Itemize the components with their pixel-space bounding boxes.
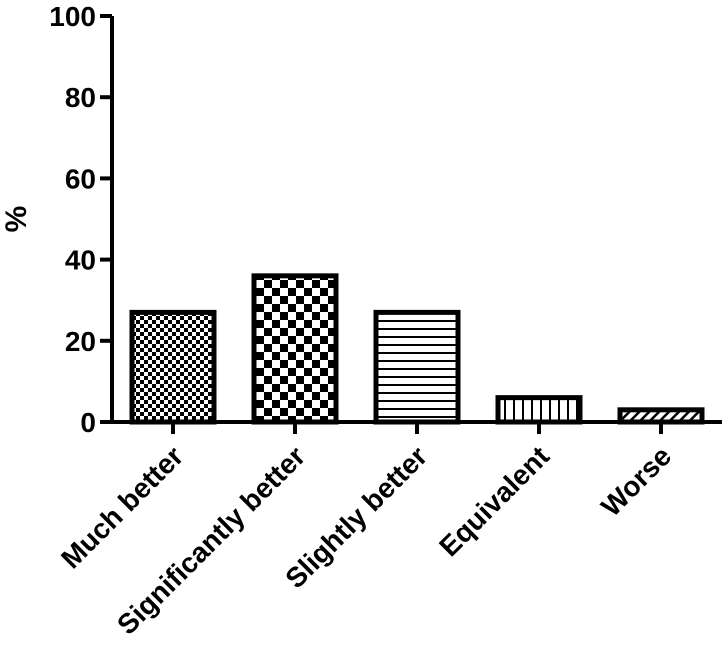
y-axis-title: % [0,206,33,233]
y-tick-label: 20 [65,326,96,357]
bar-slightly-better [373,309,461,425]
x-tick-label: Equivalent [433,440,555,562]
y-tick-label: 100 [49,1,96,32]
y-axis: 0 20 40 60 80 100 [49,1,114,438]
bars [129,273,705,425]
y-tick-label: 60 [65,163,96,194]
y-tick-label: 0 [80,407,96,438]
bar-worse [617,407,705,425]
bar-much-better [129,309,217,425]
y-tick-label: 40 [65,245,96,276]
bar-significantly-better [251,273,339,425]
x-tick-label: Worse [595,440,677,522]
bar-equivalent [495,395,583,425]
y-tick-label: 80 [65,82,96,113]
x-tick-label: Much better [55,440,189,574]
